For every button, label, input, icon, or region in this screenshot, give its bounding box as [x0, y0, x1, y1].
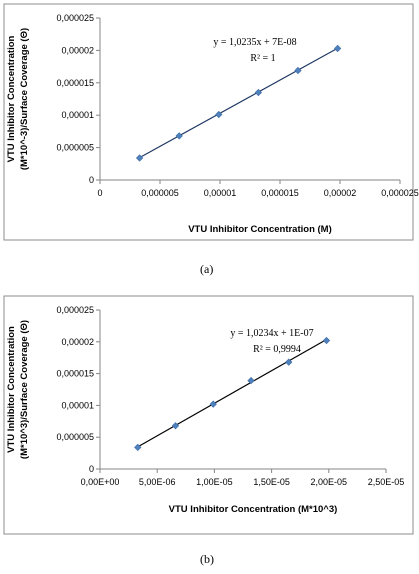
trendline-equation: y = 1,0235x + 7E-08: [213, 37, 296, 48]
chart-b: 0 0,000005 0,00001 0,000015 0,00002 0,000025 0…: [3, 295, 414, 535]
y-tick-label: 0,000015: [56, 78, 94, 88]
x-tick-label: 0,00002: [324, 188, 357, 198]
x-axis-title: VTU Inhibitor Concentration (M*10^3): [169, 504, 338, 515]
y-tick-label: 0,000005: [56, 432, 94, 442]
y-axis-title-line: VTU Inhibitor Concentration: [6, 326, 17, 453]
trendline-equation: y = 1,0234x + 1E-07: [230, 328, 313, 339]
x-tick-label: 5,00E-06: [139, 477, 176, 487]
y-tick-label: 0,000025: [56, 305, 94, 315]
y-tick-label: 0,00002: [61, 337, 94, 347]
x-tick-label: 0,000005: [141, 188, 179, 198]
x-tick-label: 0,000015: [261, 188, 299, 198]
caption-b: (b): [200, 552, 214, 566]
x-tick-label: 0,000025: [381, 188, 419, 198]
y-axis-title-line: VTU Inhibitor Concentration: [6, 35, 17, 162]
data-point: [285, 358, 293, 366]
trendline: [137, 338, 327, 448]
y-axis-title-line: (M*10^3)/Surface Coverage (Θ): [19, 320, 30, 459]
x-tick-label: 0,00E+00: [81, 477, 120, 487]
x-tick-label: 0: [97, 188, 102, 198]
y-tick-label: 0,000015: [56, 369, 94, 379]
x-tick-label: 1,00E-05: [196, 477, 233, 487]
y-tick-label: 0,00001: [61, 400, 94, 410]
data-point: [209, 400, 217, 408]
data-point: [135, 154, 144, 162]
data-point: [134, 443, 142, 452]
x-tick-label: 0,00001: [204, 188, 237, 198]
data-point: [175, 132, 183, 140]
y-axis-title-line: (M*10^-3)/Surface Coverage (Θ): [19, 28, 30, 170]
data-point: [247, 376, 255, 385]
data-point: [294, 66, 302, 75]
r-squared-label: R² = 0,9994: [253, 344, 301, 355]
trendline: [139, 47, 338, 159]
data-point: [215, 110, 223, 119]
x-tick-label: 2,00E-05: [311, 477, 348, 487]
y-tick-label: 0: [89, 175, 94, 185]
data-point: [333, 44, 342, 53]
y-tick-label: 0: [89, 464, 94, 474]
chart-a: 0 0,000005 0,00001 0,000015 0,00002 0,000025 0…: [3, 3, 419, 241]
data-point: [322, 336, 331, 345]
chart-frame: [3, 3, 414, 241]
data-point: [171, 422, 180, 430]
chart-frame: [3, 295, 414, 535]
y-tick-label: 0,000025: [56, 13, 94, 23]
data-point: [254, 88, 263, 97]
y-tick-label: 0,00002: [61, 45, 94, 55]
r-squared-label: R² = 1: [250, 53, 275, 64]
x-tick-label: 1,50E-05: [253, 477, 290, 487]
x-axis-title: VTU Inhibitor Concentration (M): [188, 224, 332, 235]
x-tick-label: 2,50E-05: [368, 477, 405, 487]
caption-a: (a): [200, 262, 214, 276]
y-tick-label: 0,00001: [61, 110, 94, 120]
y-tick-label: 0,000005: [56, 143, 94, 153]
